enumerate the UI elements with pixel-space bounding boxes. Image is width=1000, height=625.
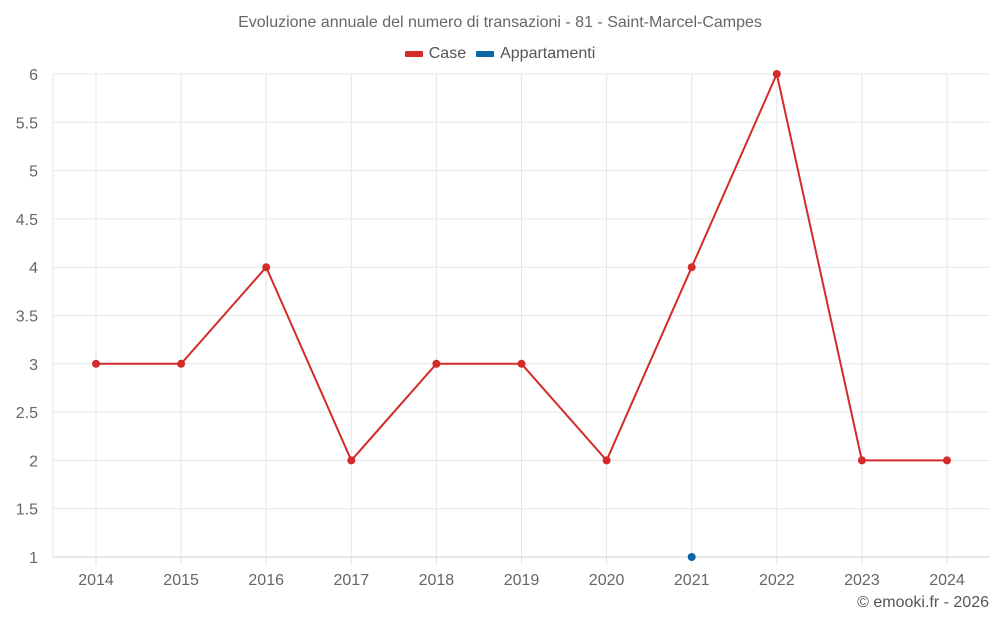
legend-swatch-appartamenti [476,51,495,57]
data-point-case[interactable] [772,70,781,78]
data-point-case[interactable] [517,359,526,368]
legend-item-case[interactable]: Case [404,45,467,63]
data-point-case[interactable] [347,456,356,465]
data-point-case[interactable] [432,359,441,368]
copyright-footer: © emooki.fr - 2026 [857,594,989,611]
axes: 1 1.5 2 2.5 3 3.5 4 4.5 5 5.5 6 2014 2015 2016 2017 201… [16,67,990,589]
y-tick-label: 5.5 [16,115,38,132]
x-tick-label: 2018 [419,572,455,589]
x-tick-label: 2022 [759,572,795,589]
legend-swatch-case [404,51,423,57]
x-tick-label: 2017 [334,572,370,589]
data-point-case[interactable] [943,456,951,465]
data-point-case[interactable] [857,456,866,465]
data-point-appartamenti[interactable] [687,553,696,561]
x-tick-label: 2024 [929,572,965,589]
x-tick-label: 2015 [163,572,199,589]
y-tick-label: 2 [29,453,38,470]
data-point-case[interactable] [602,456,611,465]
x-tick-label: 2020 [589,572,625,589]
y-tick-label: 1.5 [16,502,38,519]
x-tick-label: 2021 [674,572,710,589]
legend-label-appartamenti: Appartamenti [500,45,596,62]
y-tick-label: 4.5 [16,212,38,229]
y-tick-label: 3 [29,357,38,374]
grid-lines [52,73,990,565]
y-tick-label: 6 [29,67,38,84]
chart-title: Evoluzione annuale del numero di transaz… [238,14,762,31]
y-tick-label: 2.5 [16,405,38,422]
data-series [92,70,951,561]
x-tick-label: 2019 [504,572,540,589]
data-point-case[interactable] [92,359,100,368]
y-tick-label: 1 [29,550,38,567]
x-tick-label: 2014 [78,572,114,589]
chart-legend: Case Appartamenti [0,45,1000,63]
x-tick-label: 2023 [844,572,880,589]
y-tick-label: 5 [29,164,38,181]
data-point-case[interactable] [177,359,186,368]
data-point-case[interactable] [262,263,271,272]
y-tick-label: 4 [29,260,38,277]
y-tick-label: 3.5 [16,309,38,326]
data-point-case[interactable] [687,263,696,272]
x-tick-label: 2016 [248,572,284,589]
legend-label-case: Case [428,45,467,62]
legend-item-appartamenti[interactable]: Appartamenti [476,45,595,63]
